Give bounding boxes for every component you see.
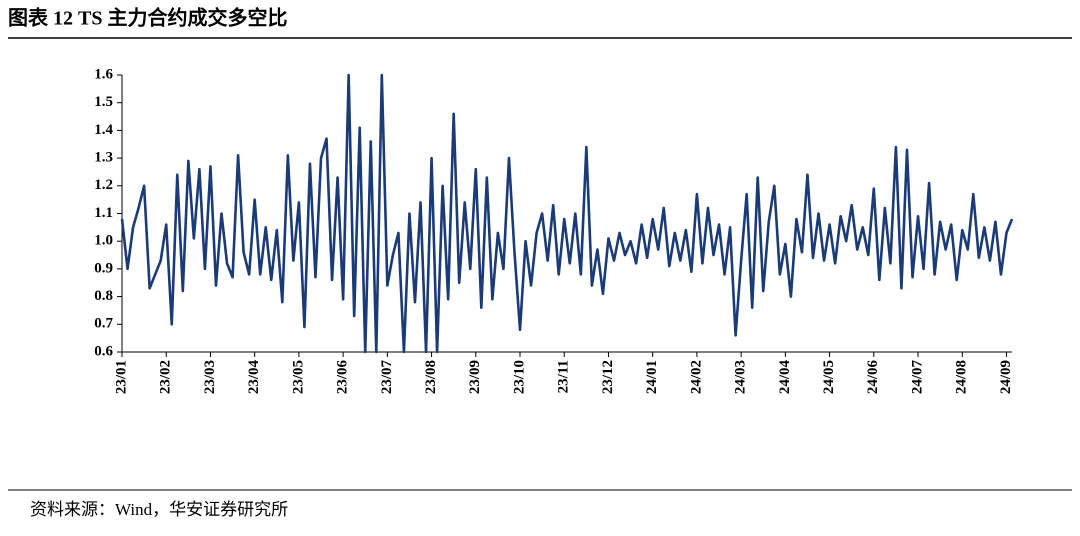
x-tick-label: 24/03: [733, 360, 749, 394]
x-tick-label: 23/05: [290, 360, 306, 394]
x-tick-label: 23/10: [511, 360, 527, 394]
x-tick-label: 24/05: [821, 360, 837, 394]
x-tick-label: 23/06: [335, 360, 351, 395]
y-tick-label: 1.2: [94, 177, 113, 193]
x-tick-label: 23/01: [113, 360, 129, 394]
y-tick-label: 1.6: [94, 66, 113, 82]
x-tick-label: 24/02: [688, 360, 704, 394]
x-tick-label: 23/09: [467, 360, 483, 394]
chart-title: 图表 12 TS 主力合约成交多空比: [8, 6, 287, 30]
y-tick-label: 1.4: [94, 122, 113, 138]
y-tick-label: 1.1: [94, 205, 113, 221]
x-tick-label: 23/02: [158, 360, 174, 394]
y-tick-label: 1.5: [94, 94, 113, 110]
x-tick-label: 24/07: [909, 360, 925, 395]
data-line: [120, 73, 1014, 354]
x-tick-label: 23/11: [556, 360, 572, 393]
x-tick-label: 23/12: [600, 360, 616, 394]
y-tick-label: 0.9: [94, 260, 113, 276]
y-tick-label: 1.3: [94, 150, 113, 166]
y-tick-label: 0.6: [94, 343, 113, 359]
x-tick-label: 23/03: [202, 360, 218, 394]
x-tick-label: 24/09: [998, 360, 1014, 394]
x-tick-label: 24/01: [644, 360, 660, 394]
x-tick-label: 24/04: [777, 360, 793, 395]
x-tick-label: 23/07: [379, 360, 395, 395]
x-tick-label: 23/08: [423, 360, 439, 394]
y-tick-label: 1.0: [94, 233, 113, 249]
x-tick-label: 24/08: [954, 360, 970, 394]
source-note: 资料来源：Wind，华安证券研究所: [30, 500, 288, 519]
x-tick-label: 24/06: [865, 360, 881, 395]
x-tick-label: 23/04: [246, 360, 262, 395]
y-tick-label: 0.7: [94, 316, 113, 332]
y-tick-label: 0.8: [94, 288, 113, 304]
